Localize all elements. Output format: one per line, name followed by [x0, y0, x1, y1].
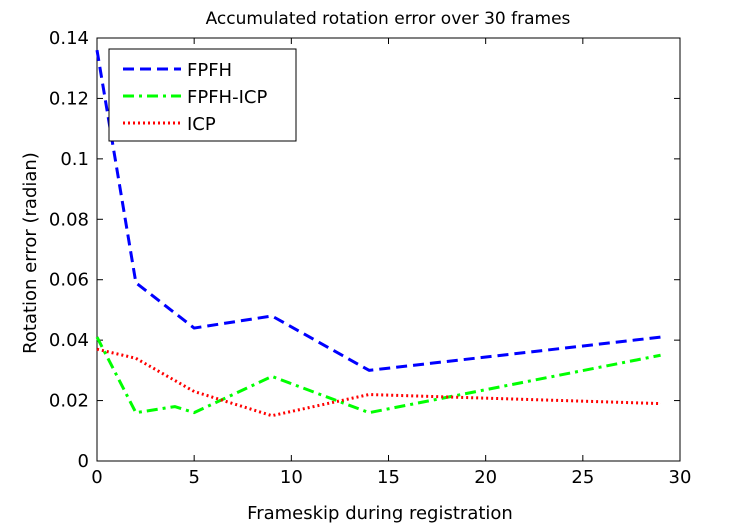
- chart-title: Accumulated rotation error over 30 frame…: [206, 9, 571, 29]
- x-tick-label: 15: [377, 467, 400, 488]
- legend-label-fpfh: FPFH: [187, 60, 232, 81]
- y-axis: 0 0.02 0.04 0.06 0.08 0.1 0.12 0.14: [49, 28, 680, 472]
- x-tick-label: 20: [474, 467, 497, 488]
- legend: FPFH FPFH-ICP ICP: [108, 48, 297, 142]
- series-layer: [95, 49, 661, 418]
- y-tick-label: 0.04: [49, 330, 89, 351]
- legend-label-icp: ICP: [187, 114, 216, 135]
- y-tick-label: 0.1: [60, 149, 89, 170]
- x-tick-label: 0: [91, 467, 102, 488]
- x-tick-label: 5: [188, 467, 199, 488]
- x-axis: 0 5 10 15 20 25 30: [91, 38, 691, 488]
- x-tick-label: 30: [669, 467, 692, 488]
- y-tick-label: 0.08: [49, 209, 89, 230]
- y-tick-label: 0.06: [49, 270, 89, 291]
- y-tick-label: 0: [78, 451, 89, 472]
- x-axis-label: Frameskip during registration: [247, 503, 513, 524]
- y-tick-label: 0.12: [49, 88, 89, 109]
- legend-label-fpfh-icp: FPFH-ICP: [187, 87, 267, 108]
- x-tick-label: 10: [280, 467, 303, 488]
- x-tick-label: 25: [571, 467, 594, 488]
- series-line-fpfh: [95, 49, 661, 372]
- series-line-icp: [96, 347, 661, 418]
- y-tick-label: 0.02: [49, 391, 89, 412]
- y-axis-label: Rotation error (radian): [20, 152, 41, 354]
- y-tick-label: 0.14: [49, 28, 89, 49]
